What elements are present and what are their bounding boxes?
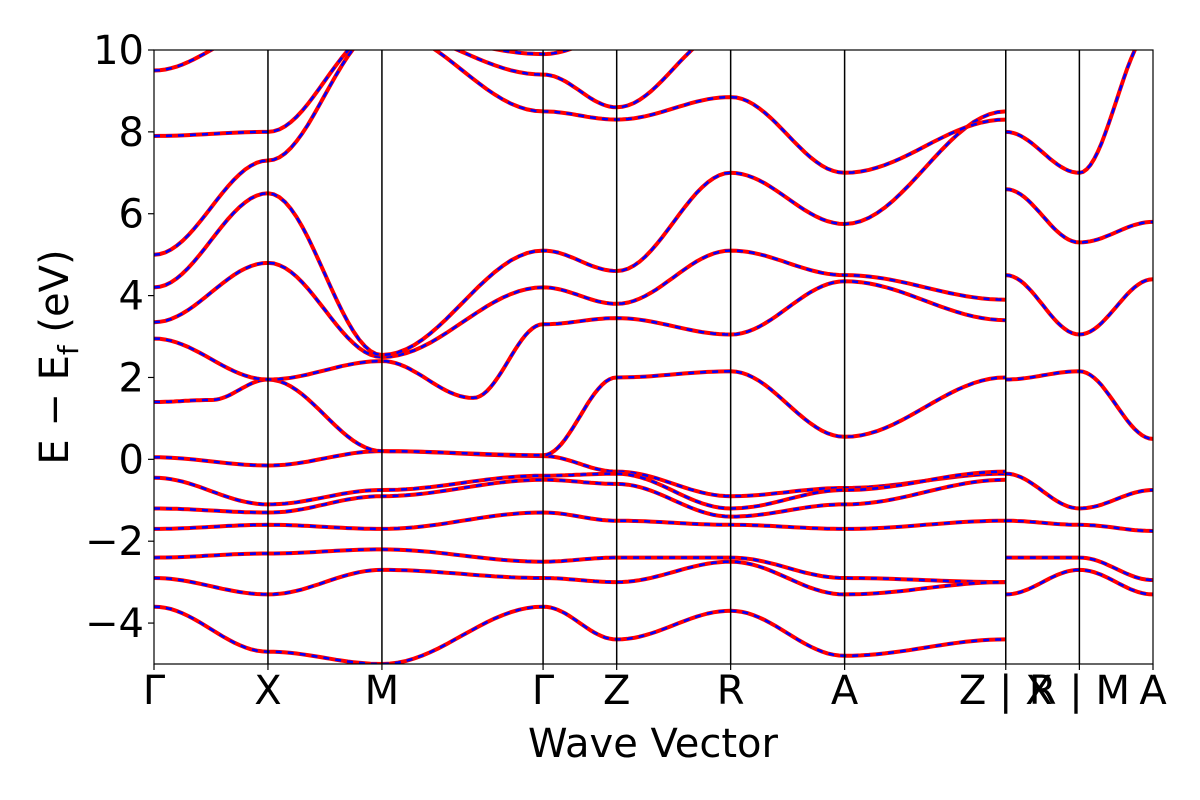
band-20-dashed (1005, 187, 1153, 244)
band-14-dashed (1005, 472, 1153, 510)
y-tick-label-1: −2 (85, 519, 144, 565)
band-1-solid (154, 369, 1006, 458)
x-axis-label: Wave Vector (528, 721, 779, 767)
band-9-solid (154, 248, 1006, 360)
y-axis-label-sub: f (52, 344, 85, 355)
y-tick-label-3: 2 (119, 355, 144, 401)
band-6-dashed (154, 548, 1006, 584)
x-tick-label-3: Γ (532, 668, 555, 714)
y-axis-label-main: E − E (32, 355, 78, 465)
x-tick-label-0: Γ (143, 668, 166, 714)
plot-frame (153, 49, 1154, 665)
y-tick-label-5: 6 (119, 192, 144, 238)
band-3-dashed (154, 470, 1006, 510)
band-11-solid (154, 50, 1006, 257)
x-tick-label-6: A (831, 668, 859, 714)
band-4-dashed (154, 478, 1006, 518)
y-tick-label-0: −4 (85, 601, 144, 647)
band-9-dashed (154, 249, 1006, 359)
band-17-dashed (1005, 568, 1153, 596)
x-tick-label-7: Z | X (959, 668, 1053, 714)
band-5-dashed (154, 511, 1006, 531)
y-axis-label: E − Ef (eV) (32, 249, 85, 464)
band-10-dashed (154, 110, 1006, 357)
y-tick-label-2: 0 (119, 437, 144, 483)
bands-layer (154, 50, 1153, 664)
x-tick-label-4: Z (603, 668, 630, 714)
x-tick-label-9: A (1139, 668, 1167, 714)
x-tick-label-8: R | M (1029, 668, 1130, 714)
band-7-dashed (154, 560, 1006, 596)
band-8-solid (154, 604, 1006, 664)
band-0-dashed (154, 449, 1006, 498)
band-2-dashed (154, 280, 1006, 400)
y-tick-label-7: 10 (93, 28, 144, 74)
band-10-solid (154, 109, 1006, 358)
band-6-solid (154, 547, 1006, 585)
x-tick-label-5: R (717, 668, 745, 714)
y-tick-label-4: 4 (119, 274, 144, 320)
band-2-solid (154, 279, 1006, 400)
band-11-dashed (154, 50, 1006, 256)
band-12-dashed (154, 50, 694, 138)
y-axis-label-unit: (eV) (32, 249, 78, 345)
band-12-solid (154, 50, 695, 138)
kpath-vertical-lines (267, 50, 1081, 664)
y-axis-ticks: −4 −2 0 2 4 6 8 10 (85, 28, 154, 647)
x-tick-label-2: M (365, 668, 400, 714)
band-5-solid (154, 510, 1006, 531)
band-1-dashed (154, 370, 1006, 457)
x-tick-label-1: X (254, 668, 281, 714)
y-tick-label-6: 8 (119, 110, 144, 156)
